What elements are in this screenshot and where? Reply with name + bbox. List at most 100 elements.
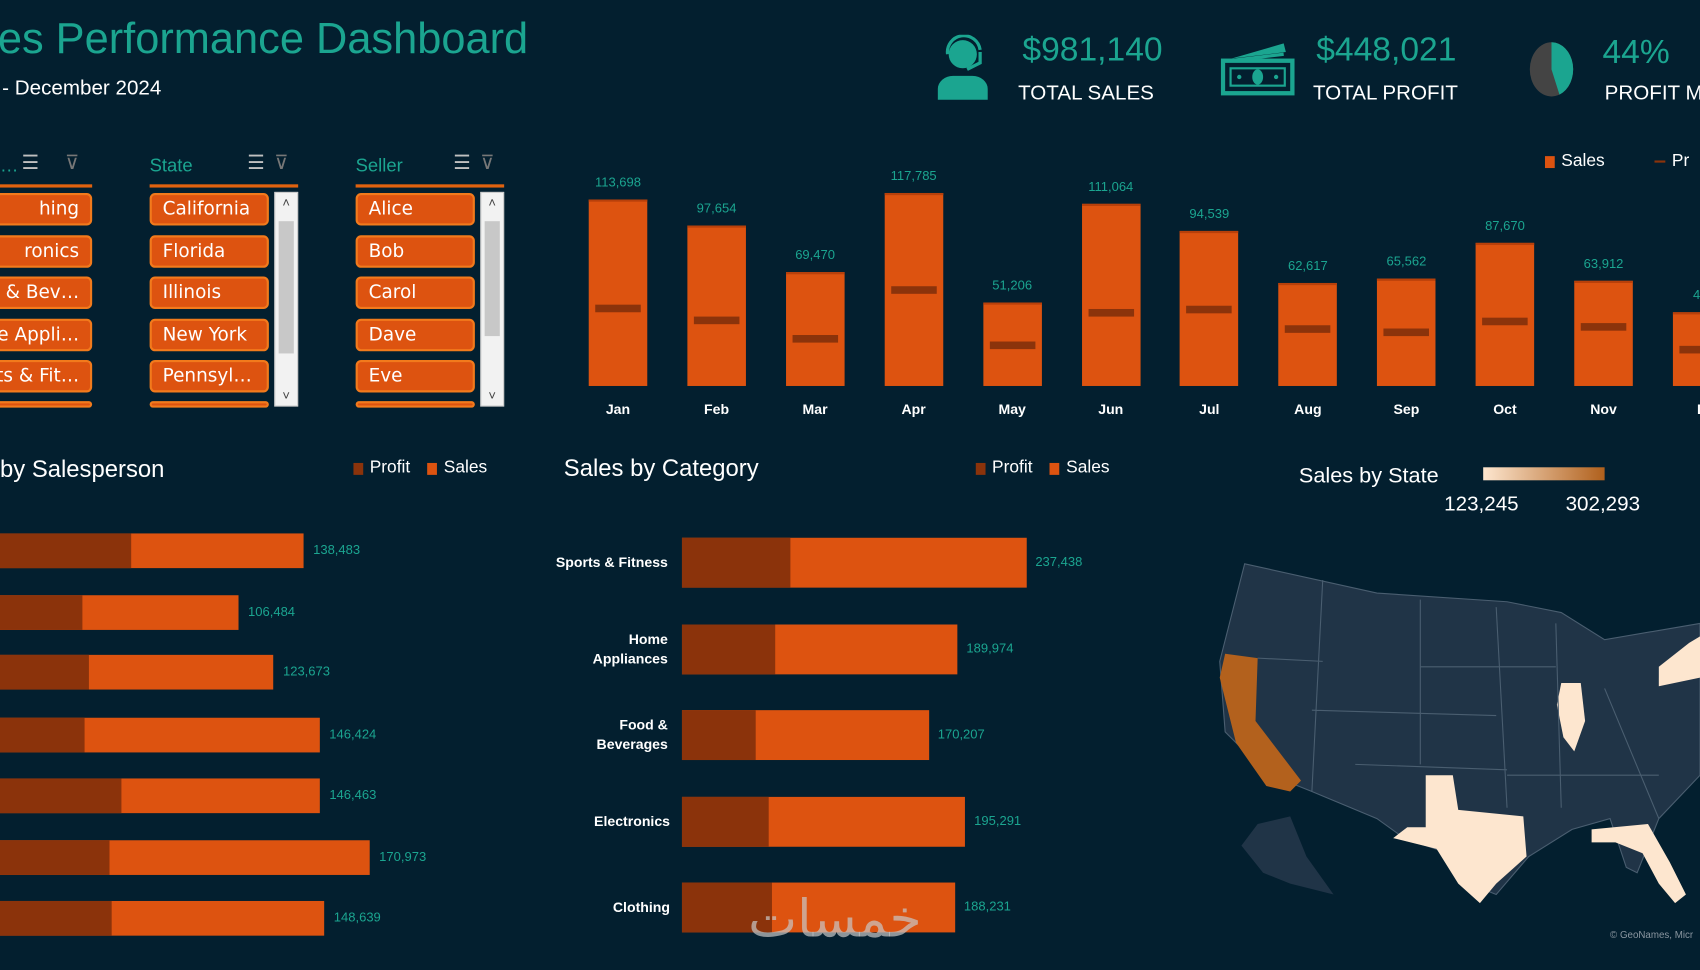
salesperson-legend: Profit Sales	[353, 459, 487, 479]
slicer-category-item[interactable]: & Bev…	[0, 276, 93, 309]
profit-marker[interactable]	[1186, 306, 1233, 314]
salesperson-profit-bar[interactable]	[0, 900, 112, 936]
sales-bar[interactable]	[1475, 242, 1535, 386]
profit-marker[interactable]	[989, 341, 1035, 350]
legend-profit-swatch	[975, 462, 986, 475]
slicer-item-partial[interactable]	[355, 401, 475, 408]
salesperson-profit-bar[interactable]	[0, 595, 83, 630]
slicer-seller-item[interactable]: Bob	[355, 234, 475, 268]
slicer-category-item[interactable]: e Appli…	[0, 318, 93, 351]
salesperson-value-label: 138,483	[313, 542, 361, 558]
slicer-state-item[interactable]: Florida	[149, 234, 269, 268]
slicer-state-item[interactable]: New York	[149, 318, 269, 351]
month-label: Jul	[1199, 401, 1220, 418]
clear-filter-icon[interactable]: ⊽	[65, 151, 80, 174]
multi-select-icon[interactable]: ☰	[453, 151, 471, 174]
total-profit-label: TOTAL PROFIT	[1312, 82, 1458, 106]
monthly-legend: Sales Pr	[1544, 152, 1689, 172]
slicer-scrollbar[interactable]: ˄ ˅	[480, 191, 505, 407]
slicer-category-item[interactable]: ronics	[0, 234, 93, 268]
salesperson-profit-bar[interactable]	[0, 533, 132, 569]
map-state-texas	[1393, 775, 1527, 904]
category-profit-bar[interactable]	[681, 537, 791, 588]
sales-bar[interactable]	[1574, 281, 1633, 386]
slicer-item-partial[interactable]	[0, 401, 93, 408]
slicer-divider	[0, 184, 93, 188]
sales-value-label: 117,785	[890, 168, 937, 184]
slicer-seller-item[interactable]: Alice	[355, 192, 475, 226]
legend-profit: Profit	[992, 458, 1033, 478]
scroll-up-icon[interactable]: ˄	[282, 195, 291, 211]
scrollbar-thumb[interactable]	[278, 221, 294, 354]
category-profit-bar[interactable]	[681, 710, 756, 761]
profit-marker[interactable]	[1482, 317, 1528, 326]
month-label: Apr	[901, 401, 926, 418]
category-value-label: 189,974	[966, 640, 1014, 656]
slicer-category-item[interactable]: ts & Fit…	[0, 359, 93, 393]
profit-marker[interactable]	[1580, 322, 1627, 331]
category-profit-bar[interactable]	[681, 624, 776, 675]
scroll-down-icon[interactable]: ˅	[282, 388, 291, 404]
slicer-seller-item[interactable]: Carol	[355, 276, 475, 309]
month-label: Feb	[704, 401, 730, 418]
slicer-divider	[355, 184, 505, 188]
clear-filter-icon[interactable]: ⊽	[480, 151, 495, 174]
slicer-scrollbar[interactable]: ˄ ˅	[274, 191, 299, 407]
slicer-category-item[interactable]: hing	[0, 192, 93, 226]
legend-sales-swatch	[427, 462, 438, 475]
slicer-seller-header: Seller	[355, 155, 403, 176]
sales-bar[interactable]	[785, 272, 845, 386]
slicer-item-partial[interactable]	[149, 401, 269, 408]
salesperson-profit-bar[interactable]	[0, 717, 85, 753]
slicer-state-item[interactable]: Illinois	[149, 276, 269, 309]
sales-value-label: 111,064	[1088, 179, 1134, 195]
profit-margin-label: PROFIT MA	[1604, 82, 1700, 106]
map-scale-min: 123,245	[1444, 493, 1519, 517]
sales-value-label: 97,654	[696, 201, 737, 217]
map-credit: © GeoNames, Micr	[1610, 929, 1694, 941]
clear-filter-icon[interactable]: ⊽	[274, 151, 289, 174]
profit-marker[interactable]	[890, 286, 937, 295]
profit-marker[interactable]	[595, 304, 641, 313]
map-state-new-york	[1658, 636, 1700, 687]
watermark-logo: خمسات	[748, 889, 922, 950]
profit-margin-value: 44%	[1602, 32, 1670, 71]
profit-marker[interactable]	[1679, 345, 1700, 354]
page-title: es Performance Dashboard	[0, 15, 529, 63]
category-profit-bar[interactable]	[681, 796, 769, 847]
slicer-seller-item[interactable]: Eve	[355, 359, 475, 393]
month-label: D	[1670, 401, 1700, 417]
sales-bar[interactable]	[687, 225, 746, 386]
slicer-state-item[interactable]: California	[149, 192, 269, 226]
slicer-seller-item[interactable]: Dave	[355, 318, 475, 351]
profit-marker[interactable]	[1285, 325, 1331, 333]
us-sales-map[interactable]	[1182, 558, 1700, 916]
sales-value-label: 63,912	[1583, 256, 1624, 272]
map-state-illinois	[1556, 683, 1586, 752]
category-profit-bar[interactable]	[681, 882, 772, 933]
scrollbar-thumb[interactable]	[484, 221, 500, 337]
salesperson-value-label: 170,973	[379, 848, 427, 865]
profit-marker[interactable]	[693, 316, 740, 324]
slicer-divider	[149, 184, 299, 188]
sales-bar[interactable]	[1278, 283, 1338, 386]
sales-value-label: 69,470	[795, 247, 835, 263]
scroll-up-icon[interactable]: ˄	[488, 195, 497, 211]
multi-select-icon[interactable]: ☰	[21, 151, 40, 174]
multi-select-icon[interactable]: ☰	[247, 151, 265, 174]
sales-bar[interactable]	[588, 199, 648, 386]
salesperson-profit-bar[interactable]	[0, 778, 122, 814]
slicer-state-item[interactable]: Pennsyl…	[149, 359, 269, 393]
slicer-state-header: State	[149, 155, 193, 176]
sales-bar[interactable]	[1081, 203, 1141, 386]
legend-sales-swatch	[1049, 462, 1060, 475]
category-value-label: 188,231	[963, 898, 1011, 914]
legend-sales: Sales	[443, 458, 488, 478]
salesperson-profit-bar[interactable]	[0, 654, 89, 690]
pie-icon	[1529, 42, 1574, 97]
profit-marker[interactable]	[792, 334, 838, 343]
salesperson-profit-bar[interactable]	[0, 840, 110, 875]
profit-marker[interactable]	[1383, 328, 1430, 336]
scroll-down-icon[interactable]: ˅	[488, 388, 497, 404]
profit-marker[interactable]	[1087, 308, 1134, 317]
